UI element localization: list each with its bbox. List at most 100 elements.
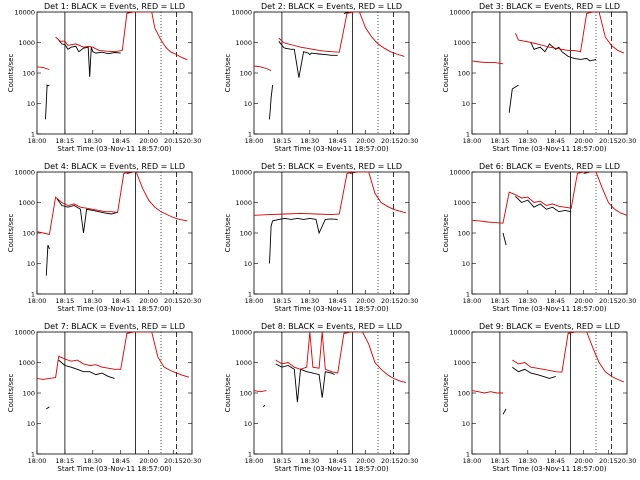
panel-3: Det 3: BLACK = Events, RED = LLD11010010… xyxy=(442,2,636,153)
y-tick-label: 1000 xyxy=(453,359,470,367)
x-tick-label: 20:00 xyxy=(356,297,375,305)
panel-5: Det 5: BLACK = Events, RED = LLD 1 10 100 10… xyxy=(224,162,418,313)
plot-frame xyxy=(37,332,192,454)
x-tick-label: 20:15 xyxy=(599,137,618,145)
x-axis-label: Start Time (03-Nov-11 18:57:00) xyxy=(492,465,606,473)
x-tick-label: 18:45 xyxy=(546,457,565,465)
y-tick-label: 100 xyxy=(240,70,252,78)
y-tick-label: 10000 xyxy=(231,169,252,177)
y-tick-label: 1000 xyxy=(235,199,252,207)
x-axis-label: Start Time (03-Nov-11 18:57:00) xyxy=(57,305,171,313)
y-axis-label: Counts/sec xyxy=(442,54,450,93)
x-tick-label: 20:30 xyxy=(618,137,637,145)
panel-7: Det 7: BLACK = Events, RED = LLD 1 10 100 10… xyxy=(7,322,201,473)
plot-frame xyxy=(254,172,409,294)
x-tick-label: 18:15 xyxy=(56,297,75,305)
x-tick-label: 20:30 xyxy=(183,297,202,305)
y-tick-label: 1000 xyxy=(453,39,470,47)
x-tick-label: 18:15 xyxy=(273,137,292,145)
x-axis-label: Start Time (03-Nov-11 18:57:00) xyxy=(57,145,171,153)
x-tick-label: 20:00 xyxy=(574,297,593,305)
y-tick-label: 100 xyxy=(458,390,470,398)
x-tick-label: 20:15 xyxy=(164,297,183,305)
plot-frame xyxy=(472,172,627,294)
x-tick-label: 18:00 xyxy=(463,137,482,145)
panel-title: Det 5: BLACK = Events, RED = LLD xyxy=(261,162,402,171)
x-tick-label: 18:30 xyxy=(300,457,319,465)
y-axis-label: Counts/sec xyxy=(442,214,450,253)
y-tick-label: 100 xyxy=(240,390,252,398)
lld-series-line xyxy=(472,332,624,393)
lld-series-line xyxy=(37,12,187,70)
x-tick-label: 18:15 xyxy=(56,457,75,465)
y-tick-label: 1000 xyxy=(18,39,35,47)
lld-series-line xyxy=(254,12,404,71)
plot-frame xyxy=(254,332,409,454)
x-tick-label: 18:15 xyxy=(491,137,510,145)
y-tick-label: 10000 xyxy=(14,9,35,17)
x-tick-label: 18:45 xyxy=(546,137,565,145)
y-tick-label: 10000 xyxy=(231,9,252,17)
x-tick-label: 18:15 xyxy=(491,297,510,305)
y-tick-label: 10 xyxy=(244,260,252,268)
y-tick-label: 1000 xyxy=(453,199,470,207)
x-tick-label: 20:15 xyxy=(164,457,183,465)
panel-title: Det 4: BLACK = Events, RED = LLD xyxy=(44,162,185,171)
events-series-line xyxy=(46,332,145,409)
x-tick-label: 18:00 xyxy=(28,137,47,145)
panel-title: Det 6: BLACK = Events, RED = LLD xyxy=(479,162,620,171)
plot-frame xyxy=(37,12,192,134)
x-tick-label: 20:15 xyxy=(599,297,618,305)
x-tick-label: 20:30 xyxy=(183,137,202,145)
events-series-line xyxy=(509,12,627,113)
y-tick-label: 10 xyxy=(462,260,470,268)
x-axis-label: Start Time (03-Nov-11 18:57:00) xyxy=(57,465,171,473)
x-tick-label: 18:15 xyxy=(56,137,75,145)
x-tick-label: 18:15 xyxy=(273,457,292,465)
x-tick-label: 18:30 xyxy=(518,297,537,305)
x-tick-label: 18:30 xyxy=(518,457,537,465)
y-tick-label: 10000 xyxy=(449,9,470,17)
y-axis-label: Counts/sec xyxy=(224,214,232,253)
y-tick-label: 10000 xyxy=(449,329,470,337)
y-tick-label: 100 xyxy=(458,230,470,238)
x-tick-label: 18:30 xyxy=(518,137,537,145)
x-tick-label: 20:30 xyxy=(400,137,419,145)
y-tick-label: 10 xyxy=(27,260,35,268)
y-tick-label: 10000 xyxy=(14,169,35,177)
x-tick-label: 18:45 xyxy=(111,457,130,465)
events-series-line xyxy=(503,332,581,414)
lld-series-line xyxy=(254,332,406,392)
y-tick-label: 100 xyxy=(240,230,252,238)
y-tick-label: 10000 xyxy=(449,169,470,177)
x-tick-label: 20:15 xyxy=(599,457,618,465)
panel-title: Det 1: BLACK = Events, RED = LLD xyxy=(44,2,185,11)
x-tick-label: 18:00 xyxy=(28,297,47,305)
panel-1: Det 1: BLACK = Events, RED = LLD 1 10 100 10… xyxy=(7,2,201,153)
x-tick-label: 18:45 xyxy=(111,297,130,305)
x-axis-label: Start Time (03-Nov-11 18:57:00) xyxy=(274,145,388,153)
events-series-line xyxy=(46,172,145,276)
y-tick-label: 10 xyxy=(244,420,252,428)
x-tick-label: 18:00 xyxy=(245,297,264,305)
panel-title: Det 9: BLACK = Events, RED = LLD xyxy=(479,322,620,331)
y-tick-label: 10000 xyxy=(14,329,35,337)
x-tick-label: 20:15 xyxy=(381,297,400,305)
y-axis-label: Counts/sec xyxy=(224,374,232,413)
x-tick-label: 18:45 xyxy=(328,457,347,465)
lld-series-line xyxy=(254,172,406,215)
x-tick-label: 20:00 xyxy=(356,457,375,465)
x-tick-label: 18:45 xyxy=(328,137,347,145)
x-tick-label: 20:00 xyxy=(356,137,375,145)
x-tick-label: 20:15 xyxy=(381,137,400,145)
y-tick-label: 100 xyxy=(23,230,35,238)
detector-panels-figure: Det 1: BLACK = Events, RED = LLD11010010… xyxy=(0,0,640,480)
y-tick-label: 1000 xyxy=(235,359,252,367)
y-axis-label: Counts/sec xyxy=(7,374,15,413)
events-series-line xyxy=(503,172,590,245)
panel-title: Det 7: BLACK = Events, RED = LLD xyxy=(44,322,185,331)
x-tick-label: 18:15 xyxy=(273,297,292,305)
x-tick-label: 18:30 xyxy=(300,137,319,145)
panel-2: Det 2: BLACK = Events, RED = LLD11010010… xyxy=(224,2,418,153)
panel-title: Det 8: BLACK = Events, RED = LLD xyxy=(261,322,402,331)
